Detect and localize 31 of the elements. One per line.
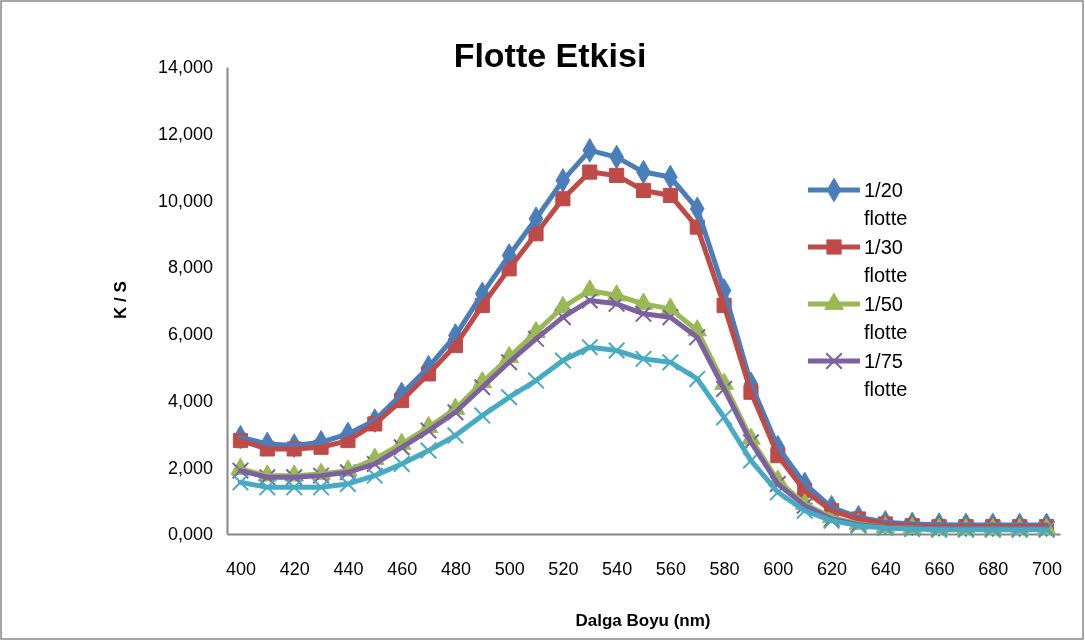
y-tick-label: 12,000 — [157, 123, 213, 144]
x-tick-label: 620 — [817, 558, 848, 579]
x-tick-label: 540 — [602, 558, 633, 579]
x-tick-label: 420 — [279, 558, 310, 579]
x-tick-label: 480 — [440, 558, 471, 579]
x-tick-label: 500 — [494, 558, 525, 579]
y-tick-label: 10,000 — [157, 190, 213, 211]
x-tick-label: 560 — [655, 558, 686, 579]
x-tick-label: 400 — [225, 558, 256, 579]
y-tick-label: 0,000 — [167, 524, 213, 545]
x-tick-label: 520 — [548, 558, 579, 579]
x-tick-label: 580 — [709, 558, 740, 579]
x-tick-label: 640 — [870, 558, 901, 579]
x-tick-label: 660 — [924, 558, 955, 579]
x-tick-label: 680 — [978, 558, 1009, 579]
legend-label: 1/75 flotte — [864, 350, 908, 400]
x-tick-label: 460 — [387, 558, 418, 579]
y-tick-label: 2,000 — [167, 457, 213, 478]
legend-label: 1/20 flotte — [864, 179, 908, 229]
y-axis-title: K / S — [111, 281, 130, 319]
chart-title: Flotte Etkisi — [453, 36, 647, 74]
legend-label: 1/30 flotte — [864, 236, 908, 286]
legend-label: 1/50 flotte — [864, 293, 908, 343]
y-tick-label: 6,000 — [167, 324, 213, 345]
y-tick-label: 14,000 — [157, 57, 213, 78]
y-tick-label: 4,000 — [167, 390, 213, 411]
y-tick-label: 8,000 — [167, 257, 213, 278]
x-axis-title: Dalga Boyu (nm) — [575, 611, 711, 630]
x-tick-label: 600 — [763, 558, 794, 579]
x-tick-label: 700 — [1032, 558, 1063, 579]
x-tick-label: 440 — [333, 558, 364, 579]
